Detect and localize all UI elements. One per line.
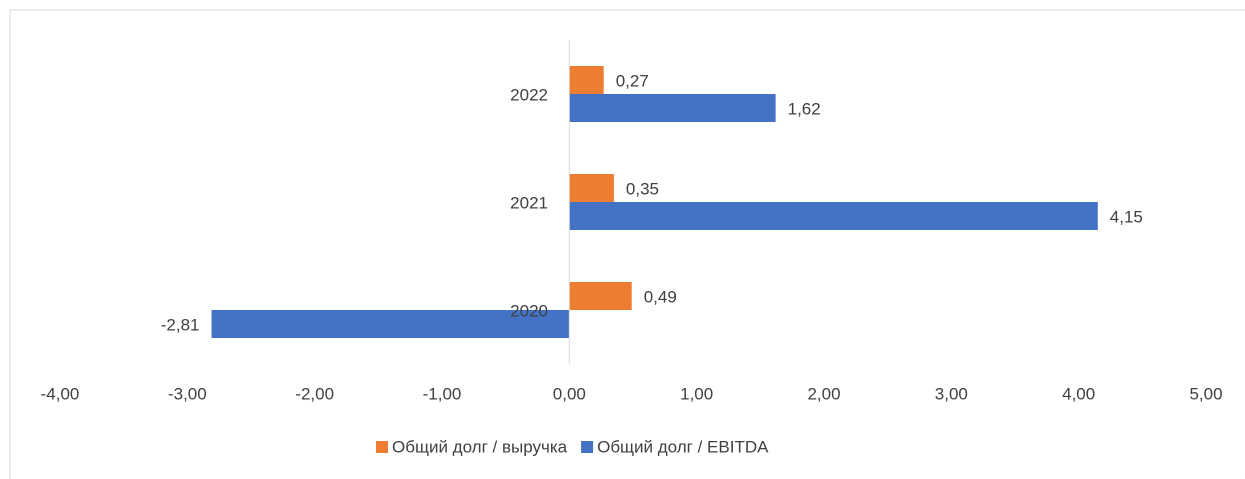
bar — [569, 94, 776, 122]
x-tick-label: 2,00 — [807, 384, 840, 403]
bar — [569, 174, 614, 202]
data-label: 0,35 — [626, 179, 659, 198]
y-tick-label: 2021 — [510, 193, 548, 212]
x-tick-label: 3,00 — [935, 384, 968, 403]
legend-swatch — [581, 441, 594, 453]
data-label: 4,15 — [1110, 207, 1143, 226]
data-label: 1,62 — [788, 99, 821, 118]
x-tick-label: 5,00 — [1189, 384, 1222, 403]
bar — [569, 202, 1098, 230]
x-tick-label: -3,00 — [168, 384, 207, 403]
x-tick-label: -4,00 — [41, 384, 80, 403]
legend-label: Общий долг / выручка — [392, 437, 568, 456]
legend-label: Общий долг / EBITDA — [597, 437, 769, 456]
x-tick-label: 4,00 — [1062, 384, 1095, 403]
x-tick-label: 1,00 — [680, 384, 713, 403]
y-tick-label: 2022 — [510, 85, 548, 104]
bar — [569, 66, 604, 94]
bar — [569, 282, 632, 310]
data-label: -2,81 — [161, 315, 200, 334]
data-label: 0,27 — [616, 71, 649, 90]
chart-border — [9, 9, 1245, 479]
x-tick-label: 0,00 — [553, 384, 586, 403]
legend-swatch — [376, 441, 388, 453]
y-tick-label: 2020 — [510, 301, 548, 320]
data-label: 0,49 — [644, 287, 677, 306]
x-tick-label: -2,00 — [295, 384, 334, 403]
bar — [211, 310, 570, 338]
x-tick-label: -1,00 — [423, 384, 462, 403]
